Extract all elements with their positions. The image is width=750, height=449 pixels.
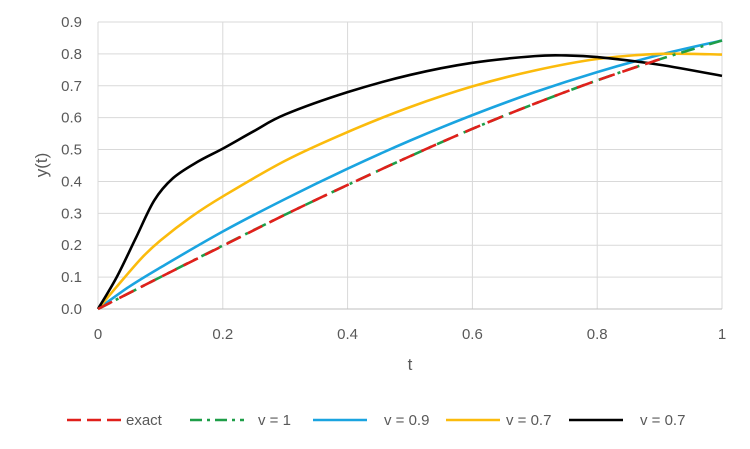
legend: exact v = 1 v = 0.9 v = 0.7 v = 0.7 (67, 412, 685, 429)
y-tick-label: 0.4 (61, 173, 82, 190)
x-tick-label: 0.2 (212, 326, 233, 343)
x-axis-title: t (408, 355, 413, 374)
y-tick-label: 0.9 (61, 14, 82, 31)
legend-label-1: v = 1 (258, 412, 291, 429)
y-tick-label: 0.1 (61, 269, 82, 286)
y-tick-label: 0.5 (61, 142, 82, 159)
series-line-1 (97, 39, 723, 311)
x-tick-label: 1 (718, 326, 726, 343)
series-line-0 (97, 58, 661, 311)
y-tick-label: 0.2 (61, 237, 82, 254)
x-tick-label: 0.8 (587, 326, 608, 343)
legend-label-2: v = 0.9 (384, 412, 429, 429)
series-line-2 (97, 39, 723, 311)
y-tick-label: 0.7 (61, 78, 82, 95)
y-tick-label: 0.6 (61, 110, 82, 127)
x-tick-label: 0.4 (337, 326, 358, 343)
x-tick-label: 0.6 (462, 326, 483, 343)
legend-label-4: v = 0.7 (640, 412, 685, 429)
grid-layer (98, 21, 723, 309)
series-line-4 (96, 53, 723, 310)
y-tick-label: 0.3 (61, 205, 82, 222)
y-axis-title: y(t) (32, 153, 51, 178)
series-layer (96, 39, 723, 311)
axis-layer (97, 22, 722, 310)
legend-label-0: exact (126, 412, 163, 429)
legend-label-3: v = 0.7 (506, 412, 551, 429)
y-tick-label: 0.8 (61, 46, 82, 63)
tick-layer: 0.0 0.1 0.2 0.3 0.4 0.5 0.6 0.7 0.8 0.9 0 0.2 0.4 0.6… (61, 14, 726, 343)
y-tick-label: 0.0 (61, 301, 82, 318)
series-line-3 (97, 52, 723, 310)
x-tick-label: 0 (94, 326, 102, 343)
